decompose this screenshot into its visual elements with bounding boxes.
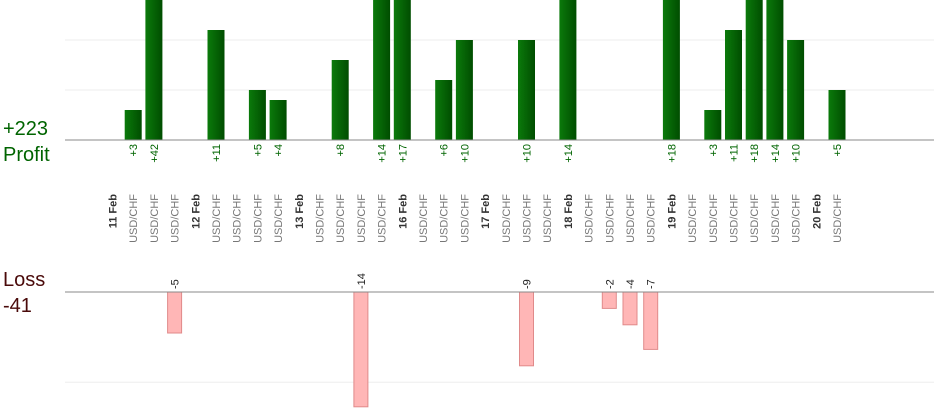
date-label: 11 Feb <box>108 194 120 229</box>
profit-bar <box>145 0 163 140</box>
profit-bar <box>455 40 473 140</box>
instrument-label: USD/CHF <box>584 194 596 243</box>
date-label: 16 Feb <box>397 194 409 229</box>
profit-value-label: +6 <box>439 144 451 157</box>
profit-bar <box>766 0 784 140</box>
profit-value-label: +4 <box>273 144 285 157</box>
profit-bar <box>124 110 142 140</box>
profit-bar <box>331 60 349 140</box>
date-label: 18 Feb <box>563 194 575 229</box>
instrument-label: USD/CHF <box>315 194 327 243</box>
instrument-label: USD/CHF <box>356 194 368 243</box>
profit-value-label: +3 <box>708 144 720 157</box>
profit-value-label: +18 <box>749 144 761 163</box>
profit-bar <box>518 40 535 140</box>
loss-bar <box>643 291 659 350</box>
loss-bar <box>622 291 638 326</box>
profit-bar <box>435 80 453 140</box>
profit-value-label: +5 <box>252 144 264 157</box>
profit-label: Profit <box>3 144 50 166</box>
profit-value-label: +11 <box>729 144 741 162</box>
instrument-label: USD/CHF <box>128 194 140 243</box>
profit-bar <box>207 30 225 140</box>
instrument-label: USD/CHF <box>646 194 658 243</box>
profit-value-label: +3 <box>128 144 140 157</box>
loss-value-label: -7 <box>646 279 658 289</box>
category-labels: 11 Feb USD/CHF USD/CHF USD/CHF 12 Feb USD/CHF… <box>108 194 845 243</box>
profit-bar <box>704 110 722 140</box>
loss-bar <box>167 291 183 334</box>
loss-value-label: -14 <box>356 273 368 289</box>
profit-value-label: +10 <box>522 144 534 163</box>
profit-total: +223 <box>3 118 49 140</box>
date-label: 19 Feb <box>666 194 678 229</box>
profit-value-label: +14 <box>770 144 782 163</box>
profit-bar <box>745 0 763 140</box>
instrument-label: USD/CHF <box>439 194 451 243</box>
profit-bar <box>787 40 805 140</box>
loss-value-label: -5 <box>170 279 182 289</box>
instrument-label: USD/CHF <box>232 194 244 243</box>
loss-bar <box>519 291 534 367</box>
profit-value-label: +11 <box>211 144 223 162</box>
instrument-label: USD/CHF <box>832 194 844 243</box>
instrument-label: USD/CHF <box>377 194 389 243</box>
loss-total: -41 <box>3 295 32 317</box>
instrument-label: USD/CHF <box>501 194 513 243</box>
instrument-label: USD/CHF <box>770 194 782 243</box>
profit-value-label: +18 <box>666 144 678 163</box>
loss-value-label: -2 <box>604 279 616 289</box>
instrument-label: USD/CHF <box>335 194 347 243</box>
profit-bar <box>559 0 577 140</box>
instrument-label: USD/CHF <box>729 194 741 243</box>
profit-value-label: +10 <box>791 144 803 163</box>
date-label: 20 Feb <box>811 194 823 229</box>
profit-bar <box>662 0 680 140</box>
loss-bar <box>353 291 369 408</box>
date-label: 13 Feb <box>294 194 306 229</box>
profit-value-label: +17 <box>397 144 409 163</box>
loss-value-label: -9 <box>522 279 534 289</box>
axes <box>65 139 934 293</box>
instrument-label: USD/CHF <box>211 194 223 243</box>
loss-bar <box>601 291 617 309</box>
profit-bars: +3 +42 +11 +5 +4 +8 +14 +17 +6 +10 +10 +14 +18 +3 +11 +… <box>124 0 846 163</box>
profit-bar <box>269 100 287 140</box>
loss-label: Loss <box>3 269 46 291</box>
profit-value-label: +10 <box>459 144 471 163</box>
date-label: 12 Feb <box>190 194 202 229</box>
profit-bar <box>393 0 411 140</box>
instrument-label: USD/CHF <box>418 194 430 243</box>
instrument-label: USD/CHF <box>604 194 616 243</box>
instrument-label: USD/CHF <box>687 194 699 243</box>
date-label: 17 Feb <box>480 194 492 229</box>
instrument-label: USD/CHF <box>273 194 285 243</box>
instrument-label: USD/CHF <box>749 194 761 243</box>
profit-bar <box>373 0 391 140</box>
profit-bar <box>828 90 846 140</box>
profit-value-label: +42 <box>149 144 161 163</box>
profit-value-label: +5 <box>832 144 844 157</box>
profit-value-label: +14 <box>563 144 575 163</box>
instrument-label: USD/CHF <box>625 194 637 243</box>
loss-value-label: -4 <box>625 279 637 289</box>
profit-bar <box>725 30 742 140</box>
profit-value-label: +14 <box>377 144 389 163</box>
profit-bar <box>248 90 266 140</box>
instrument-label: USD/CHF <box>170 194 182 243</box>
instrument-label: USD/CHF <box>708 194 720 243</box>
instrument-label: USD/CHF <box>542 194 554 243</box>
instrument-label: USD/CHF <box>522 194 534 243</box>
instrument-label: USD/CHF <box>791 194 803 243</box>
instrument-label: USD/CHF <box>149 194 161 243</box>
loss-bars: -5 -14 -9 -2 -4 -7 <box>167 273 659 408</box>
instrument-label: USD/CHF <box>459 194 471 243</box>
profit-value-label: +8 <box>335 144 347 157</box>
instrument-label: USD/CHF <box>252 194 264 243</box>
